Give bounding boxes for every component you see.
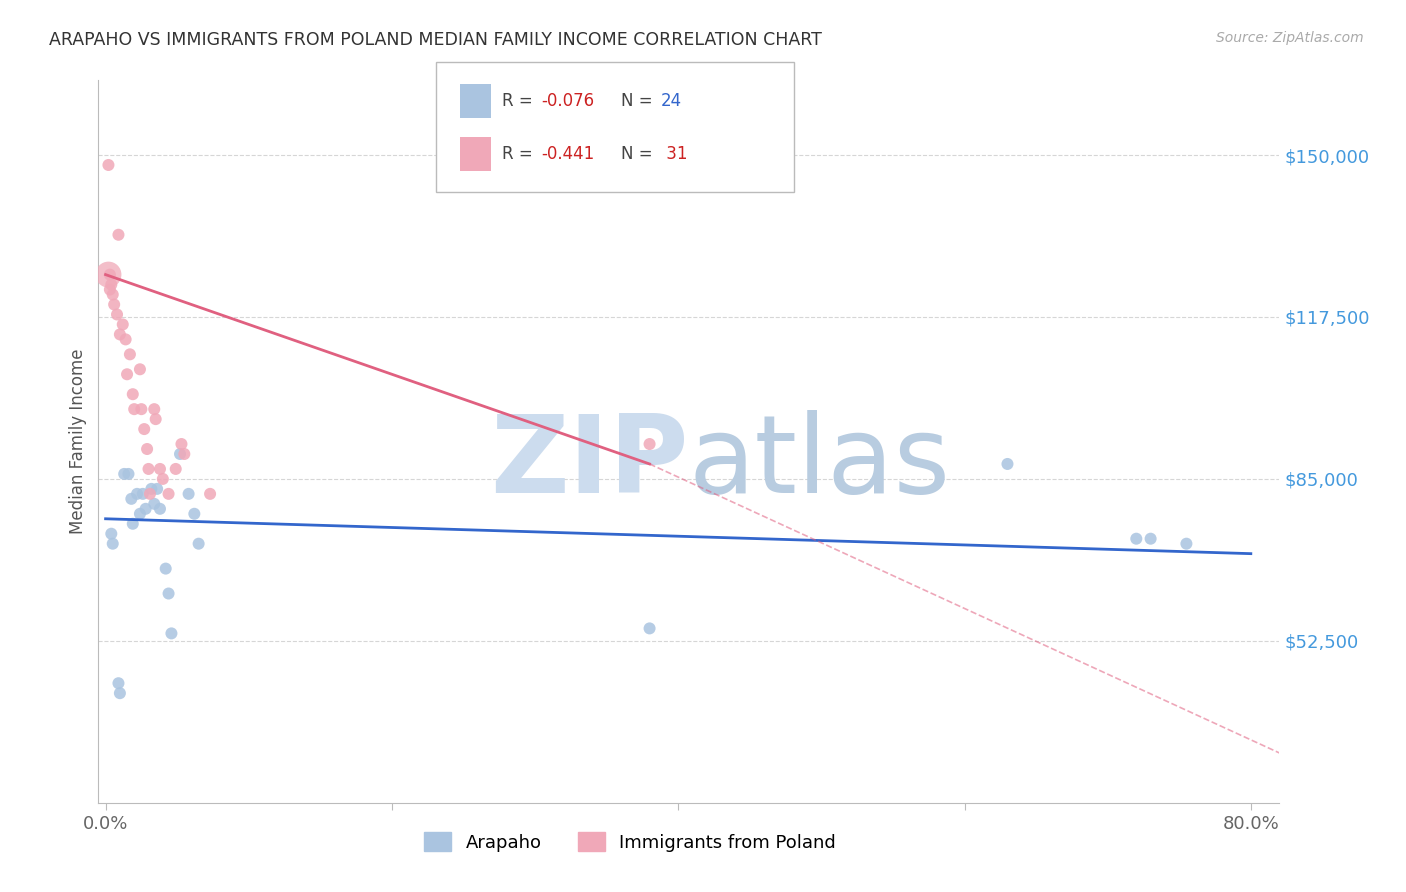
Text: Source: ZipAtlas.com: Source: ZipAtlas.com [1216, 31, 1364, 45]
Text: N =: N = [621, 92, 658, 110]
Text: atlas: atlas [689, 410, 950, 516]
Text: -0.076: -0.076 [541, 92, 595, 110]
Point [183, 507, 205, 521]
Point [105, 308, 128, 322]
Point [997, 457, 1019, 471]
Point [118, 347, 141, 361]
Y-axis label: Median Family Income: Median Family Income [69, 349, 87, 534]
Point [141, 482, 163, 496]
Text: R =: R = [502, 145, 538, 162]
Point [112, 467, 135, 481]
Point [638, 437, 661, 451]
Point [97, 268, 120, 282]
Text: ARAPAHO VS IMMIGRANTS FROM POLAND MEDIAN FAMILY INCOME CORRELATION CHART: ARAPAHO VS IMMIGRANTS FROM POLAND MEDIAN… [49, 31, 823, 49]
Point [143, 497, 166, 511]
Point [121, 516, 143, 531]
Point [101, 287, 124, 301]
Point [152, 472, 174, 486]
Point [143, 402, 166, 417]
Point [122, 402, 145, 417]
Point [177, 487, 200, 501]
Point [170, 437, 193, 451]
Point [108, 327, 131, 342]
Text: N =: N = [621, 145, 658, 162]
Point [98, 268, 121, 282]
Point [149, 462, 172, 476]
Text: 24: 24 [661, 92, 682, 110]
Point [149, 501, 172, 516]
Point [160, 626, 183, 640]
Point [107, 676, 129, 690]
Point [125, 487, 148, 501]
Point [136, 442, 159, 456]
Point [132, 487, 155, 501]
Point [1125, 532, 1147, 546]
Point [107, 227, 129, 242]
Point [138, 462, 160, 476]
Legend: Arapaho, Immigrants from Poland: Arapaho, Immigrants from Poland [416, 825, 844, 859]
Text: 31: 31 [661, 145, 688, 162]
Point [155, 561, 177, 575]
Text: -0.441: -0.441 [541, 145, 595, 162]
Point [131, 402, 153, 417]
Point [97, 158, 120, 172]
Point [139, 487, 162, 501]
Text: ZIP: ZIP [491, 410, 689, 516]
Point [1175, 537, 1198, 551]
Point [198, 487, 221, 501]
Point [157, 487, 180, 501]
Point [98, 283, 121, 297]
Point [134, 422, 156, 436]
Point [111, 318, 134, 332]
Point [1139, 532, 1161, 546]
Point [165, 462, 187, 476]
Point [121, 387, 143, 401]
Point [100, 526, 122, 541]
Point [120, 491, 142, 506]
Point [157, 586, 180, 600]
Point [169, 447, 191, 461]
Point [115, 368, 138, 382]
Point [187, 537, 209, 551]
Point [129, 362, 152, 376]
Point [129, 507, 152, 521]
Point [103, 297, 125, 311]
Point [108, 686, 131, 700]
Point [114, 332, 136, 346]
Point [100, 277, 122, 292]
Point [173, 447, 195, 461]
Point [101, 537, 124, 551]
Text: R =: R = [502, 92, 538, 110]
Point [117, 467, 139, 481]
Point [135, 501, 157, 516]
Point [145, 412, 167, 426]
Point [638, 621, 661, 635]
Point [146, 482, 169, 496]
